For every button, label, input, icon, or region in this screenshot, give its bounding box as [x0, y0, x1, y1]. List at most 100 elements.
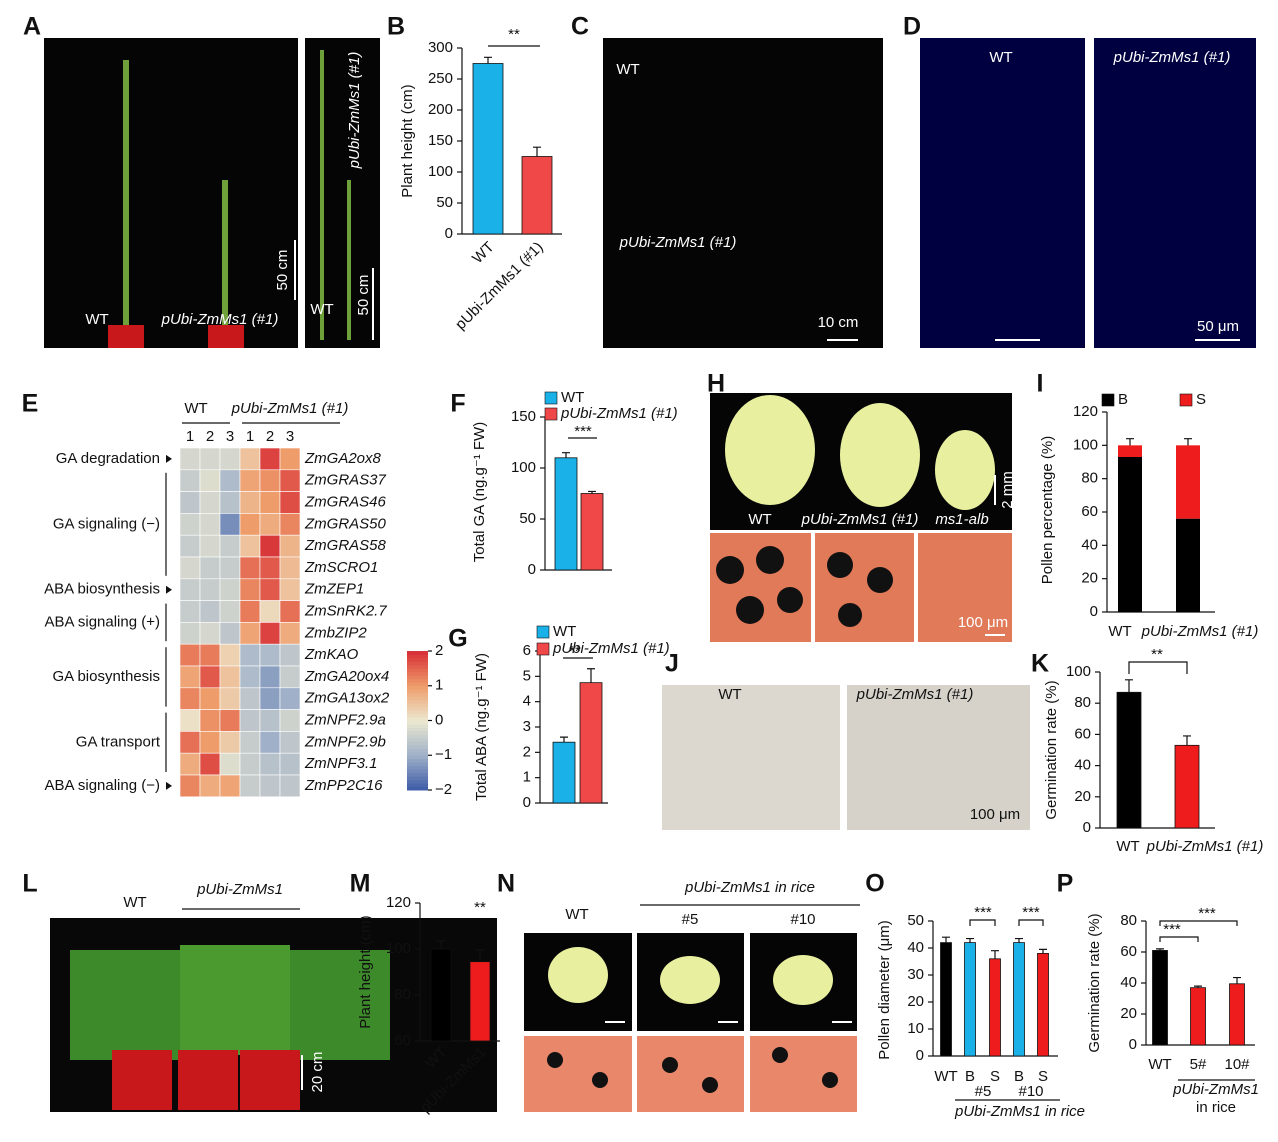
y-tick-label: 3: [523, 718, 531, 735]
bar: [430, 948, 452, 1042]
photo-label: pUbi-ZmMs1 (#1): [1113, 49, 1231, 66]
colorbar-segment: [407, 765, 428, 770]
column-group-label: WT: [184, 400, 207, 417]
panel-letter: J: [665, 650, 679, 678]
heatmap-cell: [199, 731, 221, 754]
colorbar-segment: [407, 706, 428, 711]
heatmap-cell: [239, 578, 261, 601]
heatmap-cell: [179, 687, 201, 710]
heatmap-cell: [179, 600, 201, 623]
heatmap-cell: [259, 687, 281, 710]
pollen-grains: [547, 546, 893, 1093]
photo-label: WT: [85, 311, 108, 328]
colorbar-tick-label: −2: [435, 781, 452, 798]
colorbar-segment: [407, 654, 428, 659]
error-bar: [991, 950, 999, 959]
panel-letter: I: [1037, 370, 1044, 398]
heatmap-cell: [259, 469, 281, 492]
error-bar: [560, 736, 568, 743]
bar-segment: [1118, 457, 1142, 612]
y-tick-label: 0: [1090, 603, 1098, 620]
colorbar-segment: [407, 682, 428, 687]
photo-label: WT: [123, 894, 146, 911]
y-tick-label: 100: [1066, 663, 1091, 680]
legend-label: B: [1118, 391, 1128, 408]
colorbar-segment: [407, 776, 428, 781]
group-label: ABA biosynthesis: [44, 581, 160, 598]
error-bar: [1126, 438, 1134, 446]
row-label: ZmSnRK2.7: [304, 602, 387, 619]
photo-label: 50 μm: [1197, 318, 1239, 335]
significance-bracket: [1159, 936, 1199, 942]
error-bar: [1156, 948, 1164, 951]
photo-label: WT: [616, 61, 639, 78]
legend-swatch: [544, 391, 558, 405]
group-arrow: [166, 585, 172, 594]
y-tick-label: 4: [523, 693, 531, 710]
column-label: 1: [246, 428, 254, 445]
photo-label: 2 mm: [999, 471, 1016, 509]
y-tick-label: 50: [519, 510, 536, 527]
heatmap-cell: [179, 731, 201, 754]
colorbar-tick-label: −1: [435, 746, 452, 763]
x-tick-label: WT: [469, 239, 498, 268]
heatmap-cell: [219, 643, 241, 667]
heatmap-cell: [179, 447, 201, 471]
photo-label: WT: [565, 906, 588, 923]
row-label: ZmNPF3.1: [304, 755, 378, 772]
x-tick-label: 5#: [1190, 1056, 1207, 1073]
y-tick-label: 0: [445, 225, 453, 242]
y-tick-label: 100: [511, 459, 536, 476]
y-axis-label: Plant height (cm): [399, 84, 416, 197]
bar: [1229, 983, 1245, 1046]
photo-label: #5: [682, 911, 699, 928]
photo-germination-wt: [662, 685, 840, 830]
x-tick-label: pUbi-ZmMs1 (#1): [1146, 838, 1264, 855]
heatmap-cell: [179, 665, 201, 689]
colorbar-segment: [407, 730, 428, 735]
photo-germination-mutant: [847, 685, 1030, 830]
legend-label: S: [1196, 391, 1206, 408]
photo-label: pUbi-ZmMs1 (#1): [856, 686, 974, 703]
y-tick-label: 20: [1120, 1005, 1137, 1022]
photo-label: 100 μm: [958, 614, 1008, 631]
error-bar: [966, 937, 974, 943]
y-tick-label: 5: [523, 667, 531, 684]
error-bar: [1183, 735, 1191, 746]
colorbar-segment: [407, 675, 428, 680]
y-tick-label: 100: [428, 163, 453, 180]
legend-swatch: [544, 407, 558, 421]
colorbar-segment: [407, 717, 428, 721]
heatmap-cell: [259, 643, 281, 667]
y-axis-label: Pollen percentage (%): [1039, 436, 1056, 584]
heatmap-cell: [279, 534, 301, 558]
photo-label: pUbi-ZmMs1 in rice: [684, 879, 815, 896]
y-tick-label: 30: [907, 966, 924, 983]
significance-bracket: [969, 919, 996, 926]
y-tick-label: 100: [1073, 436, 1098, 453]
photo-label: WT: [748, 511, 771, 528]
bar: [1116, 691, 1142, 829]
colorbar-segment: [407, 769, 428, 774]
bar: [469, 961, 491, 1042]
colorbar-segment: [407, 748, 428, 753]
heatmap-cell: [279, 469, 301, 492]
group-label: #5: [975, 1083, 992, 1100]
bar: [1152, 950, 1168, 1046]
heatmap-cell: [259, 491, 281, 514]
heatmap-cell: [219, 447, 241, 471]
colorbar-segment: [407, 772, 428, 777]
panel-letter: P: [1057, 870, 1074, 898]
panel-letter: G: [448, 625, 467, 653]
bar: [940, 942, 952, 1057]
x-tick-label: S: [1038, 1068, 1048, 1085]
heatmap-cell: [279, 447, 301, 471]
heatmap-cell: [199, 752, 221, 776]
colorbar-segment: [407, 783, 428, 788]
y-tick-label: 50: [436, 194, 453, 211]
y-tick-label: 0: [1129, 1036, 1137, 1053]
error-bar: [533, 146, 541, 157]
colorbar-segment: [407, 727, 428, 732]
y-tick-label: 6: [523, 642, 531, 659]
